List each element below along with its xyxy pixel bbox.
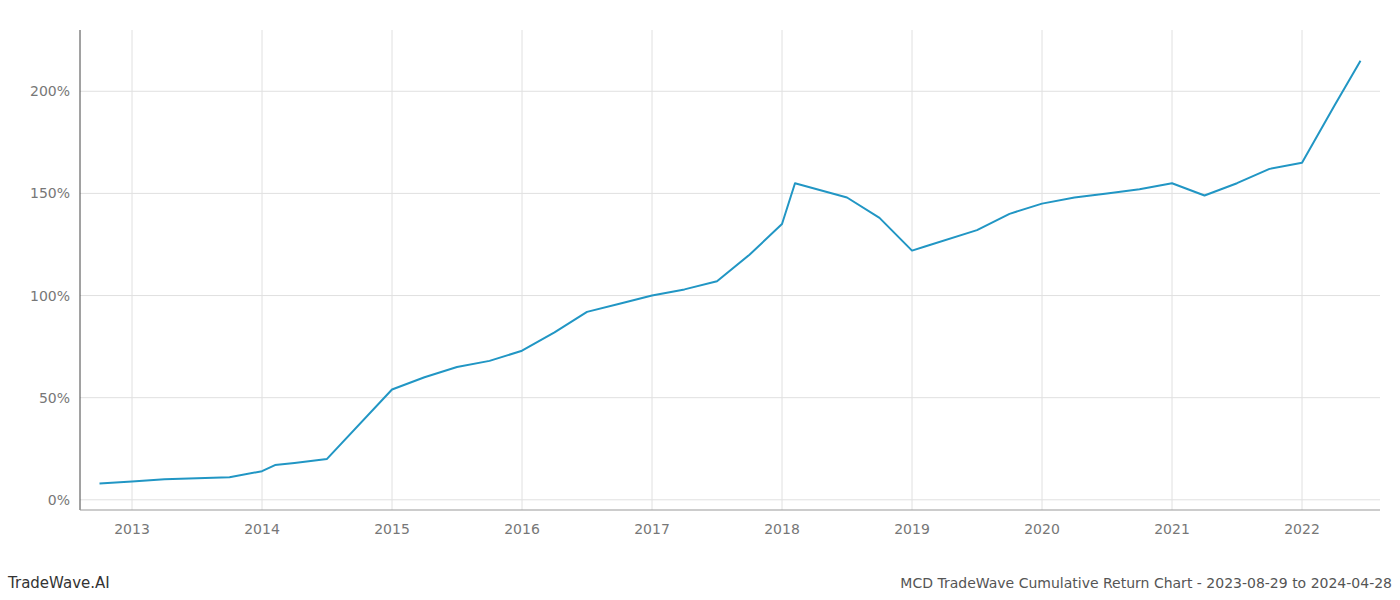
x-grid-line [652, 30, 653, 510]
title: MCD TradeWave Cumulative Return Chart - … [900, 575, 1392, 591]
x-grid-line [782, 30, 783, 510]
x-tick-label: 2017 [634, 521, 670, 537]
x-tick-label: 2016 [504, 521, 540, 537]
x-axis-line [80, 510, 1380, 511]
y-axis-line [80, 30, 81, 510]
x-tick-label: 2014 [244, 521, 280, 537]
y-grid-line [80, 193, 1380, 194]
x-grid-line [132, 30, 133, 510]
line [100, 61, 1361, 484]
y-tick-label: 150% [30, 185, 70, 201]
x-tick-label: 2022 [1284, 521, 1320, 537]
x-tick-label: 2019 [894, 521, 930, 537]
chart-container: 2013 2014 2015 2016 2017 2018 2019 2020 2021 2022… [0, 0, 1400, 600]
y-tick-label: 50% [39, 390, 70, 406]
watermark: TradeWave.AI [7, 574, 110, 592]
tick-labels: 2013 2014 2015 2016 2017 2018 2019 2020 2021 2022… [30, 83, 1320, 537]
x-tick-label: 2015 [374, 521, 410, 537]
x-tick-label: 2013 [114, 521, 150, 537]
y-grid-line [80, 295, 1380, 296]
x-tick-label: 2021 [1154, 521, 1190, 537]
data-group [100, 61, 1361, 484]
y-grid-line [80, 91, 1380, 92]
x-tick-label: 2020 [1024, 521, 1060, 537]
x-grid-line [262, 30, 263, 510]
x-tick-label: 2018 [764, 521, 800, 537]
x-grid-line [1172, 30, 1173, 510]
y-tick-label: 0% [48, 492, 70, 508]
chart-svg: 2013 2014 2015 2016 2017 2018 2019 2020 2021 2022… [0, 0, 1400, 600]
x-grid-line [1302, 30, 1303, 510]
x-grid-line [912, 30, 913, 510]
x-grid-line [392, 30, 393, 510]
x-grid-line [1042, 30, 1043, 510]
x-grid-line [522, 30, 523, 510]
y-tick-label: 100% [30, 288, 70, 304]
y-grid-line [80, 499, 1380, 500]
y-grid-line [80, 397, 1380, 398]
grid [80, 30, 1380, 510]
y-tick-label: 200% [30, 83, 70, 99]
